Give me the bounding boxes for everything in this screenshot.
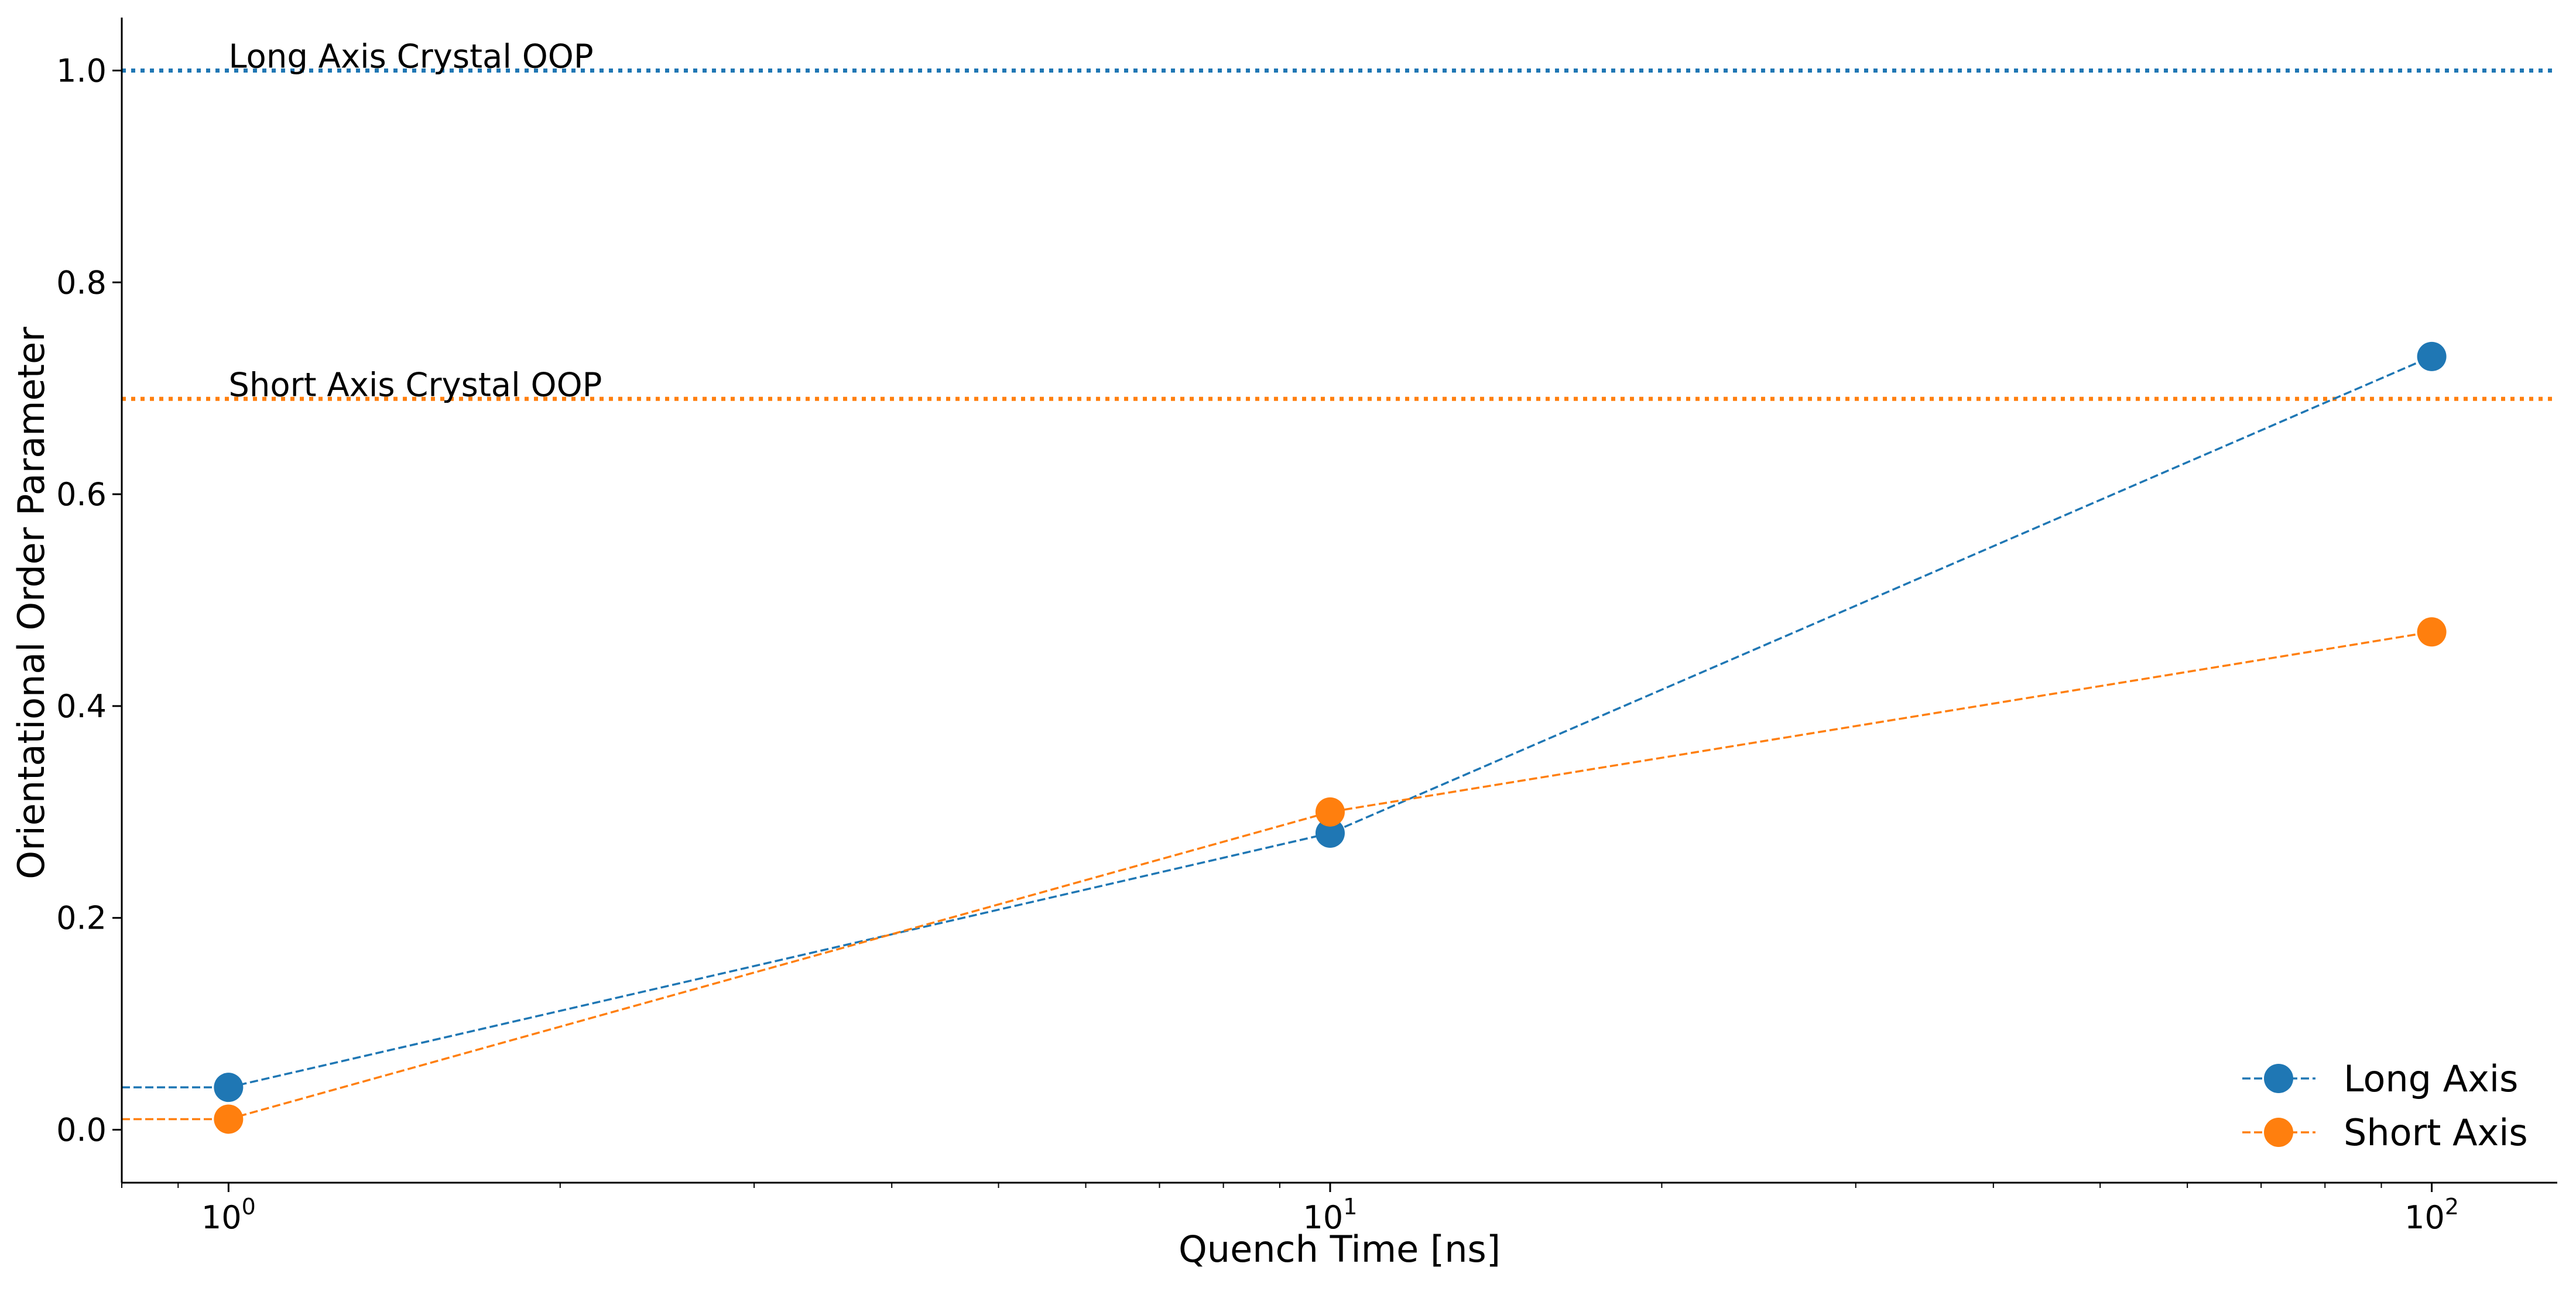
legend-marker-1: [2264, 1118, 2293, 1147]
y-tick-label-2: 0.4: [56, 688, 107, 725]
reference-line-label-1: Short Axis Crystal OOP: [228, 366, 602, 404]
legend: Long Axis Short Axis: [2242, 1057, 2528, 1154]
series-line-1: [122, 631, 2432, 1121]
legend-label-0: Long Axis: [2344, 1057, 2518, 1100]
axis-labels: Quench Time [ns] Orientational Order Par…: [10, 327, 1501, 1271]
legend-marker-0: [2264, 1064, 2293, 1093]
y-tick-label-0: 0.0: [56, 1112, 107, 1149]
reference-lines: Long Axis Crystal OOP Short Axis Crystal …: [122, 37, 2557, 404]
x-tick-label-2: 102: [2404, 1194, 2459, 1236]
data-point-0-0: [214, 1073, 244, 1102]
y-tick-label-1: 0.2: [56, 900, 107, 937]
series-line-0: [122, 355, 2433, 1088]
x-axis-label: Quench Time [ns]: [1179, 1228, 1501, 1271]
y-tick-label-5: 1.0: [56, 52, 107, 89]
y-axis-label: Orientational Order Parameter: [10, 327, 53, 879]
x-tick-label-0: 100: [201, 1194, 256, 1236]
data-point-0-2: [2417, 341, 2447, 371]
data-point-1-1: [1315, 797, 1345, 827]
data-point-0-1: [1315, 819, 1345, 848]
y-tick-label-3: 0.6: [56, 476, 107, 513]
legend-label-1: Short Axis: [2344, 1111, 2528, 1154]
ticks: 0.0 0.2 0.4 0.6 0.8 1.0 100 101 102: [56, 52, 2459, 1236]
reference-line-label-0: Long Axis Crystal OOP: [228, 37, 593, 76]
data-point-1-0: [214, 1104, 244, 1134]
axes: [121, 18, 2557, 1184]
data-point-1-2: [2417, 617, 2447, 647]
y-tick-label-4: 0.8: [56, 264, 107, 301]
x-tick-label-1: 101: [1303, 1194, 1358, 1236]
series-group: [122, 341, 2447, 1134]
